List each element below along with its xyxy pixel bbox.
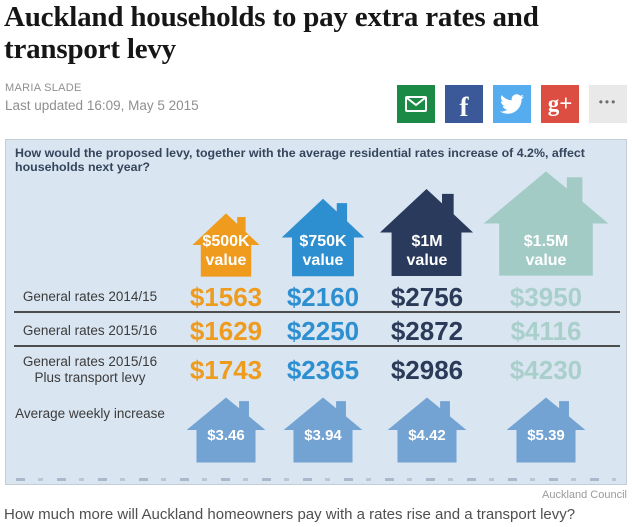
house-value-label: $750K value	[258, 232, 388, 270]
rate-value: $2986	[390, 355, 464, 385]
house-icon-1-5m	[481, 169, 611, 278]
ellipsis-icon: •••	[598, 95, 618, 109]
rate-value: $2365	[286, 355, 360, 385]
table-row-label-line2: Plus transport levy	[34, 369, 146, 385]
weekly-house-icon: $5.39	[505, 396, 587, 464]
table-row-label: General rates 2015/16	[22, 323, 158, 338]
house-icon-750k	[280, 197, 366, 278]
row-divider	[14, 345, 620, 347]
image-caption: How much more will Auckland homeowners p…	[4, 506, 576, 523]
house-price-sub: value	[525, 252, 567, 269]
google-plus-icon: g+	[547, 91, 573, 116]
rate-value: $4116	[510, 316, 582, 346]
facebook-icon: f	[459, 91, 469, 122]
rate-value: $2872	[390, 316, 464, 346]
rate-value: $2160	[286, 282, 360, 312]
share-googleplus-button[interactable]: g+	[541, 85, 579, 123]
weekly-increase-label: Average weekly increase	[15, 406, 165, 421]
rate-value: $1629	[189, 316, 263, 346]
share-facebook-button[interactable]: f	[445, 85, 483, 123]
house-icon-500k	[191, 212, 261, 278]
table-row-label: General rates 2015/16 Plus transport lev…	[14, 354, 166, 385]
article-headline: Auckland households to pay extra rates a…	[4, 1, 539, 65]
house-price-sub: value	[302, 252, 344, 269]
share-email-button[interactable]	[397, 85, 435, 123]
house-value-label: $1M value	[362, 232, 492, 270]
rate-value: $1563	[189, 282, 263, 312]
share-buttons: f g+ •••	[397, 85, 627, 123]
email-icon	[405, 96, 427, 112]
share-twitter-button[interactable]	[493, 85, 531, 123]
weekly-value: $3.94	[304, 426, 342, 444]
house-price-sub: value	[205, 252, 247, 269]
house-value-label: $1.5M value	[481, 232, 611, 270]
byline-block: MARIA SLADE Last updated 16:09, May 5 20…	[5, 82, 199, 113]
weekly-value: $3.46	[207, 426, 245, 444]
weekly-house-icon: $3.46	[185, 396, 267, 464]
house-price: $750K	[299, 233, 347, 250]
image-credit: Auckland Council	[542, 489, 627, 501]
author-byline: MARIA SLADE	[5, 82, 82, 94]
house-price: $500K	[202, 233, 250, 250]
rate-value: $2250	[286, 316, 360, 346]
house-icon-1m	[378, 187, 475, 278]
twitter-icon	[500, 94, 524, 114]
rate-value: $2756	[390, 282, 464, 312]
weekly-value: $4.42	[408, 426, 446, 444]
infographic-title: How would the proposed levy, together wi…	[15, 146, 585, 174]
table-row-label: General rates 2014/15	[22, 289, 158, 304]
weekly-value: $5.39	[527, 426, 565, 444]
house-price-sub: value	[406, 252, 448, 269]
row-divider	[14, 311, 620, 313]
house-price: $1.5M	[523, 233, 569, 250]
fineprint-strip	[16, 478, 616, 481]
rate-value: $4230	[509, 355, 583, 385]
rate-value: $1743	[189, 355, 263, 385]
rate-value: $3950	[509, 282, 583, 312]
rates-infographic: How would the proposed levy, together wi…	[5, 139, 627, 485]
last-updated: Last updated 16:09, May 5 2015	[5, 98, 199, 113]
house-value-label: $500K value	[161, 232, 291, 270]
byline-row: MARIA SLADE Last updated 16:09, May 5 20…	[0, 82, 632, 123]
share-more-button[interactable]: •••	[589, 85, 627, 123]
weekly-house-icon: $3.94	[282, 396, 364, 464]
weekly-house-icon: $4.42	[386, 396, 468, 464]
house-price: $1M	[411, 233, 443, 250]
table-row-label-line1: General rates 2015/16	[22, 354, 158, 369]
